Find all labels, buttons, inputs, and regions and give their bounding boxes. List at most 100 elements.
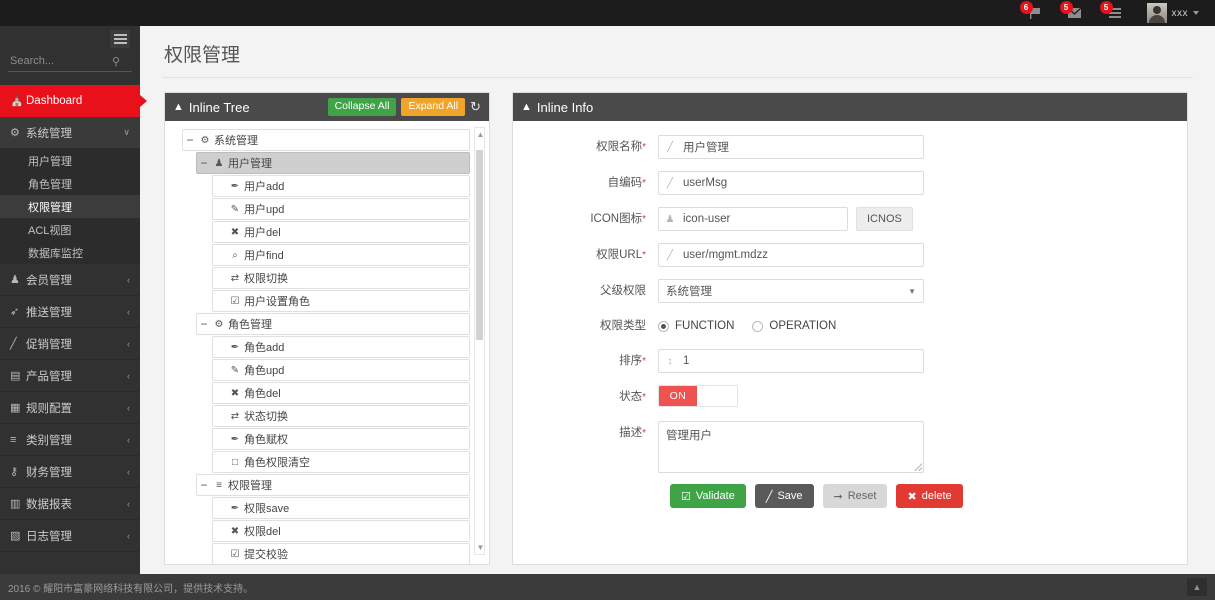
gear-icon: ⚙ xyxy=(10,127,20,139)
code-field[interactable]: ╱ xyxy=(658,171,924,195)
tree-node[interactable]: □ 角色权限清空 xyxy=(212,451,470,473)
tree-body: − ⚙ 系统管理 − ♟ 用户管理 ✒ 用户add ✎ 用户upd ✖ 用户del ⌕ 用户find ⇄ 权限… xyxy=(165,121,489,564)
hamburger-icon[interactable] xyxy=(110,30,130,48)
desc-label: 描述* xyxy=(619,427,646,439)
permission-name-input[interactable] xyxy=(681,140,916,154)
sidebar-item-label: 类别管理 xyxy=(26,434,72,447)
order-input[interactable] xyxy=(681,354,916,368)
tree-node[interactable]: ☑ 提交校验 xyxy=(212,543,470,564)
icon-input[interactable] xyxy=(681,212,841,226)
sidebar-item-dashboard[interactable]: ⛪ Dashboard xyxy=(0,85,147,117)
sidebar-item-data-report[interactable]: ▥ 数据报表 ‹ xyxy=(0,488,140,520)
required-marker: * xyxy=(642,392,646,403)
url-input[interactable] xyxy=(681,248,916,262)
user-icon: ♟ xyxy=(214,157,224,169)
permission-name-label: 权限名称* xyxy=(596,141,646,153)
tree-node[interactable]: ⇄ 权限切换 xyxy=(212,267,470,289)
desc-textarea[interactable]: 管理用户 xyxy=(658,421,924,473)
tree-node[interactable]: − ♟ 用户管理 xyxy=(196,152,470,174)
tree-node[interactable]: ✖ 用户del xyxy=(212,221,470,243)
scroll-thumb[interactable] xyxy=(476,150,483,340)
sidebar-item-finance-mgmt[interactable]: ⚷ 财务管理 ‹ xyxy=(0,456,140,488)
top-icon-group: 6 5 5 xxx xyxy=(1019,0,1215,26)
tree-node[interactable]: ⌕ 用户find xyxy=(212,244,470,266)
inline-info-body: 权限名称* ╱ 自编码* ╱ xyxy=(513,121,1187,564)
icons-picker-button[interactable]: ICNOS xyxy=(856,207,913,231)
sidebar-subitem-permission-mgmt[interactable]: 权限管理 xyxy=(0,195,140,218)
scroll-up-icon[interactable]: ▲ xyxy=(476,130,485,139)
refresh-icon[interactable]: ↻ xyxy=(470,99,481,115)
sidebar-subitem-acl-view[interactable]: ACL视图 xyxy=(0,218,140,241)
reset-button[interactable]: ➞ Reset xyxy=(822,484,888,508)
sidebar-item-log-mgmt[interactable]: ▧ 日志管理 ‹ xyxy=(0,520,140,552)
envelope-icon[interactable]: 5 xyxy=(1059,1,1087,22)
tree-node[interactable]: ✒ 角色赋权 xyxy=(212,428,470,450)
save-button[interactable]: ╱ Save xyxy=(754,484,814,508)
list-icon: ≡ xyxy=(216,479,222,491)
collapse-toggle-icon[interactable]: − xyxy=(200,478,208,492)
sidebar-item-rule-config[interactable]: ▦ 规则配置 ‹ xyxy=(0,392,140,424)
tree-node[interactable]: ✖ 角色del xyxy=(212,382,470,404)
scroll-down-icon[interactable]: ▼ xyxy=(476,543,485,552)
tree-node[interactable]: ✎ 用户upd xyxy=(212,198,470,220)
required-marker: * xyxy=(642,250,646,261)
tree-node[interactable]: − ≡ 权限管理 xyxy=(196,474,470,496)
tree-node[interactable]: ✒ 用户add xyxy=(212,175,470,197)
sidebar-subitem-role-mgmt[interactable]: 角色管理 xyxy=(0,172,140,195)
tree-node-label: 权限del xyxy=(244,526,281,538)
code-input[interactable] xyxy=(681,176,916,190)
inline-tree-panel: ▲ Inline Tree Collapse All Expand All ↻ … xyxy=(164,92,490,565)
tree-scrollbar[interactable]: ▲ ▼ xyxy=(474,127,485,555)
search-input[interactable] xyxy=(8,54,112,68)
flag-icon[interactable]: 6 xyxy=(1019,1,1047,22)
tree-node[interactable]: ✎ 角色upd xyxy=(212,359,470,381)
tree-node[interactable]: − ⚙ 角色管理 xyxy=(196,313,470,335)
expand-all-button[interactable]: Expand All xyxy=(401,98,466,116)
collapse-toggle-icon[interactable]: − xyxy=(186,133,194,147)
tree-node[interactable]: ✒ 角色add xyxy=(212,336,470,358)
field-row-desc: 描述* 管理用户 xyxy=(513,421,1187,473)
sidebar-subitem-user-mgmt[interactable]: 用户管理 xyxy=(0,149,140,172)
tree-node[interactable]: ☑ 用户设置角色 xyxy=(212,290,470,312)
delete-button[interactable]: ✖ delete xyxy=(896,484,963,508)
tasks-icon[interactable]: 5 xyxy=(1099,1,1127,22)
collapse-toggle-icon[interactable]: − xyxy=(200,156,208,170)
sidebar-item-system-mgmt[interactable]: ⚙ 系统管理 ∨ xyxy=(0,117,140,149)
chevron-left-icon: ‹ xyxy=(127,370,130,381)
tree-node[interactable]: ✖ 权限del xyxy=(212,520,470,542)
sidebar-subitem-label: ACL视图 xyxy=(28,224,72,237)
scroll-to-top-button[interactable]: ▲ xyxy=(1187,578,1207,596)
permission-name-field[interactable]: ╱ xyxy=(658,135,924,159)
sidebar-nav: ⛪ Dashboard ⚙ 系统管理 ∨ 用户管理 角色管理 权限管理 ACL视… xyxy=(0,85,147,552)
radio-function[interactable]: FUNCTION xyxy=(658,320,734,332)
parent-select[interactable]: 系统管理 ▼ xyxy=(658,279,924,303)
validate-button[interactable]: ☑ Validate xyxy=(670,484,746,508)
sidebar-item-product-mgmt[interactable]: ▤ 产品管理 ‹ xyxy=(0,360,140,392)
tree-node[interactable]: ⇄ 状态切换 xyxy=(212,405,470,427)
search-icon[interactable]: ⚲ xyxy=(112,55,121,68)
edit-icon: ✎ xyxy=(230,364,240,376)
user-menu[interactable]: xxx xyxy=(1143,0,1208,26)
sidebar-subitem-db-monitor[interactable]: 数据库监控 xyxy=(0,241,140,264)
icon-field[interactable]: ♟ xyxy=(658,207,848,231)
status-toggle[interactable]: ON xyxy=(658,385,738,407)
radio-operation[interactable]: OPERATION xyxy=(752,320,836,332)
order-field[interactable]: ↕ xyxy=(658,349,924,373)
sidebar-item-category-mgmt[interactable]: ≡ 类别管理 ‹ xyxy=(0,424,140,456)
tree-node-label: 角色del xyxy=(244,388,281,400)
tree-node[interactable]: ✒ 权限save xyxy=(212,497,470,519)
tree-node[interactable]: − ⚙ 系统管理 xyxy=(182,129,470,151)
resize-grip-icon[interactable] xyxy=(914,463,922,471)
collapse-all-button[interactable]: Collapse All xyxy=(327,98,397,116)
sidebar-search[interactable]: ⚲ xyxy=(8,54,132,72)
field-row-type: 权限类型 FUNCTION OPERATION xyxy=(513,314,1187,338)
sidebar-item-push-mgmt[interactable]: ➶ 推送管理 ‹ xyxy=(0,296,140,328)
url-field[interactable]: ╱ xyxy=(658,243,924,267)
collapse-toggle-icon[interactable]: − xyxy=(200,317,208,331)
sidebar-item-label: 财务管理 xyxy=(26,466,72,479)
sidebar-item-promotion-mgmt[interactable]: ╱ 促销管理 ‹ xyxy=(0,328,140,360)
inline-info-header: ▲ Inline Info xyxy=(513,93,1187,121)
url-control: ╱ xyxy=(658,243,924,267)
sidebar-item-member-mgmt[interactable]: ♟ 会员管理 ‹ xyxy=(0,264,140,296)
tree-header-buttons: Collapse All Expand All ↻ xyxy=(327,98,481,116)
